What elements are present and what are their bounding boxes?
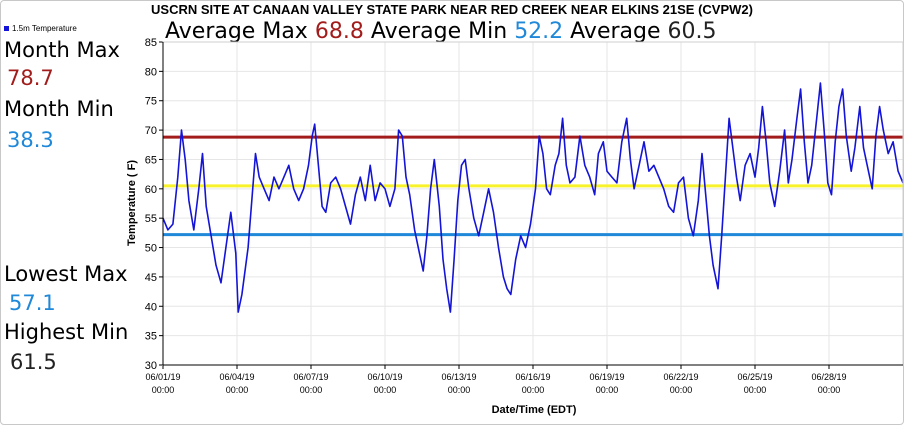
legend: 1.5m Temperature [4, 24, 77, 33]
highest-min-value: 61.5 [10, 350, 57, 374]
legend-entry: 1.5m Temperature [12, 24, 77, 33]
chart-title: USCRN SITE AT CANAAN VALLEY STATE PARK N… [151, 2, 753, 17]
axes [159, 41, 904, 369]
x-tick-date: 06/28/19 [811, 372, 846, 382]
y-tick-label: 80 [145, 66, 157, 78]
x-tick-time: 00:00 [744, 385, 767, 395]
month-max-value: 78.7 [7, 66, 54, 90]
average-label: Average [570, 19, 661, 44]
average-min-label: Average Min [370, 19, 508, 44]
y-tick-label: 75 [145, 96, 157, 108]
x-tick-date: 06/25/19 [737, 372, 772, 382]
y-tick-label: 40 [145, 301, 157, 313]
y-tick-label: 65 [145, 154, 157, 166]
lowest-max-label: Lowest Max [4, 262, 128, 286]
x-tick-time: 00:00 [374, 385, 397, 395]
x-tick-date: 06/01/19 [145, 372, 180, 382]
month-max-label: Month Max [4, 38, 120, 62]
x-tick-date: 06/22/19 [663, 372, 698, 382]
x-tick-date: 06/07/19 [293, 372, 328, 382]
y-tick-label: 50 [145, 243, 157, 255]
x-tick-time: 00:00 [670, 385, 693, 395]
series-layer [162, 82, 904, 313]
reference-lines [163, 135, 903, 237]
average-max-value: 68.8 [314, 19, 364, 44]
x-tick-date: 06/13/19 [441, 372, 476, 382]
averages-row: Average Max 68.8 Average Min 52.2 Average 60.… [165, 19, 724, 44]
y-tick-label: 45 [145, 272, 157, 284]
y-tick-label: 55 [145, 213, 157, 225]
average-min-value: 52.2 [514, 19, 564, 44]
x-tick-time: 00:00 [818, 385, 841, 395]
x-tick-time: 00:00 [300, 385, 323, 395]
x-tick-time: 00:00 [522, 385, 545, 395]
x-tick-time: 00:00 [448, 385, 471, 395]
x-tick-date: 06/10/19 [367, 372, 402, 382]
month-min-label: Month Min [4, 97, 114, 121]
lowest-max-value: 57.1 [9, 291, 56, 315]
x-tick-date: 06/04/19 [219, 372, 254, 382]
y-tick-label: 35 [145, 331, 157, 343]
average-value: 60.5 [667, 19, 717, 44]
temperature-line [162, 82, 904, 313]
x-axis-label: Date/Time (EDT) [492, 404, 577, 416]
x-tick-time: 00:00 [596, 385, 619, 395]
y-tick-label: 85 [145, 37, 157, 49]
highest-min-label: Highest Min [4, 320, 129, 344]
legend-swatch [4, 26, 9, 32]
y-axis-label: Temperature ( F) [126, 160, 138, 246]
x-tick-date: 06/19/19 [589, 372, 624, 382]
y-tick-label: 70 [145, 125, 157, 137]
y-tick-label: 60 [145, 184, 157, 196]
tick-labels: 30 35 40 45 50 55 60 65 70 75 80 85 06/01/19 00:00 06/… [145, 37, 847, 395]
y-tick-label: 30 [145, 360, 157, 372]
x-tick-time: 00:00 [226, 385, 249, 395]
month-min-value: 38.3 [7, 128, 54, 152]
x-tick-time: 00:00 [152, 385, 175, 395]
x-tick-date: 06/16/19 [515, 372, 550, 382]
average-max-label: Average Max [165, 19, 308, 44]
